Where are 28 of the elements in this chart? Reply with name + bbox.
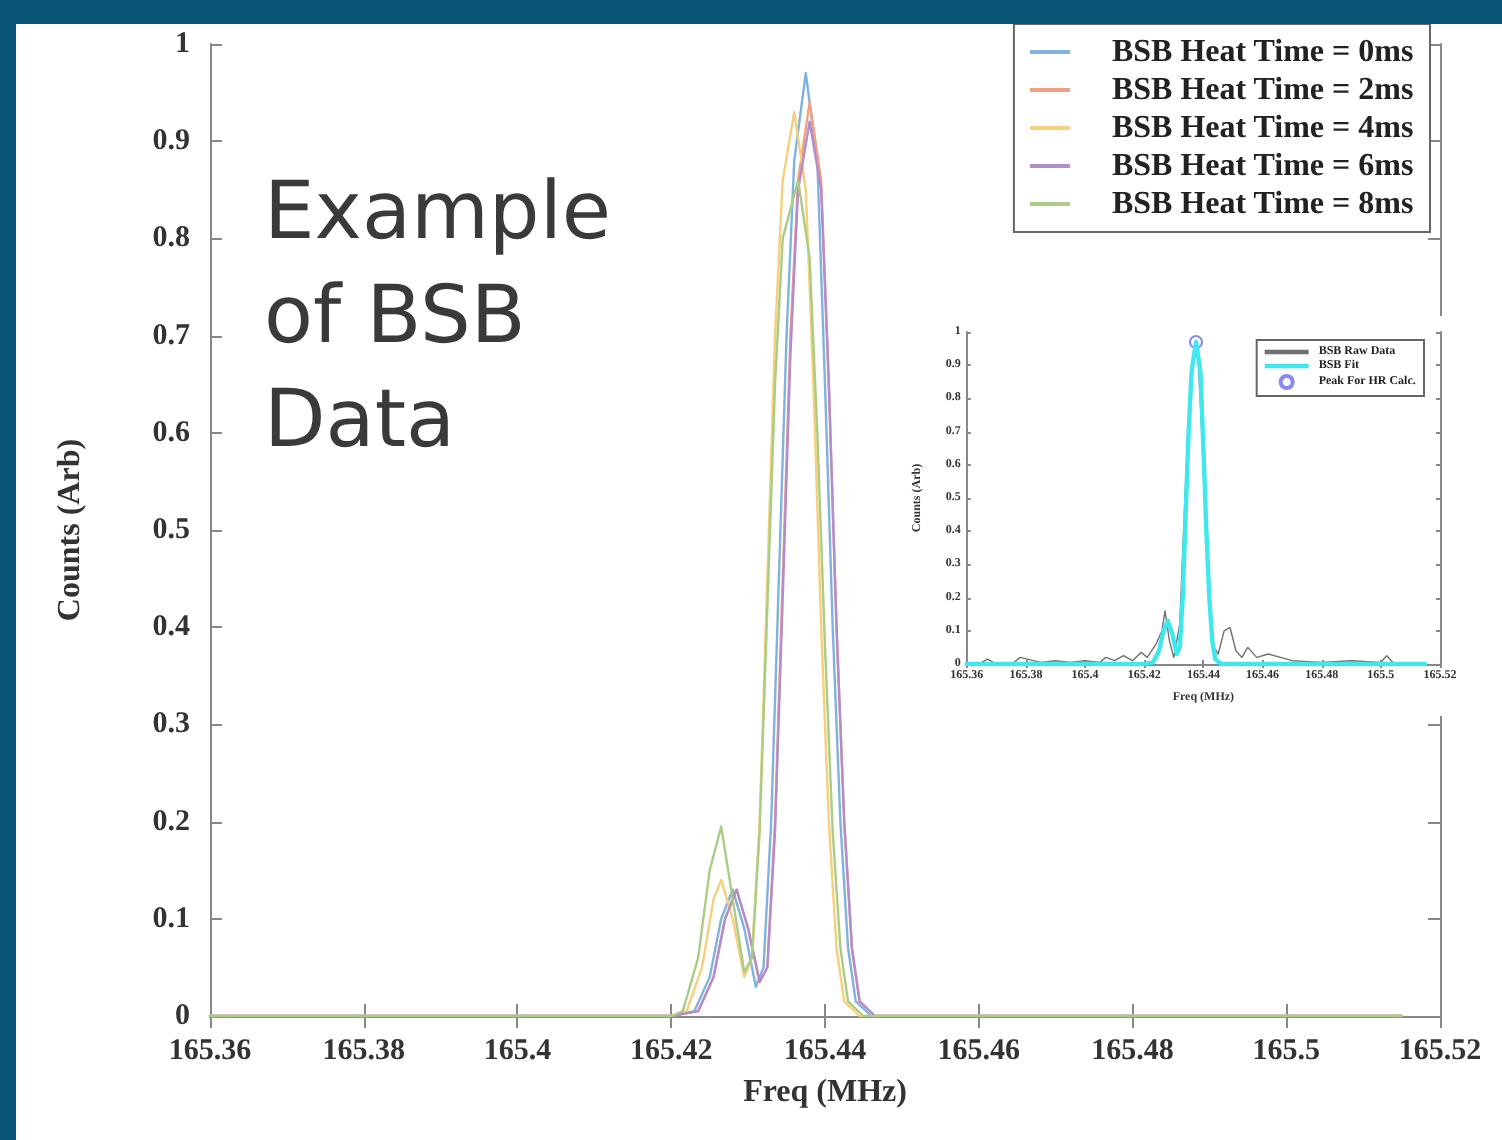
- y-tick-label: 0.3: [152, 708, 190, 741]
- legend-label: BSB Heat Time = 6ms: [1111, 149, 1414, 183]
- x-tick-label: 165.5: [1252, 1035, 1320, 1067]
- y-tick-label: 0.2: [152, 805, 190, 838]
- x-tick-label: 165.42: [630, 1035, 713, 1067]
- legend-label: BSB Heat Time = 0ms: [1111, 35, 1414, 69]
- y-tick-label: 0.8: [152, 222, 190, 255]
- annotation: Example of BSB Data: [264, 166, 637, 466]
- legend-label: BSB Heat Time = 4ms: [1111, 111, 1414, 145]
- y-tick-label: 1: [175, 28, 190, 60]
- x-tick-label: 165.48: [1091, 1035, 1174, 1067]
- x-axis-title: Freq (MHz): [743, 1075, 907, 1109]
- legend-label: BSB Heat Time = 2ms: [1111, 73, 1414, 107]
- y-tick-label: 0: [175, 1000, 190, 1032]
- y-tick-label: 0.1: [152, 902, 190, 935]
- legend-label: BSB Heat Time = 8ms: [1111, 187, 1414, 221]
- y-tick-label: 0.6: [152, 416, 191, 449]
- x-tick-label: 165.4: [483, 1035, 553, 1067]
- x-tick-label: 165.46: [937, 1035, 1021, 1067]
- x-tick-label: 165.38: [322, 1035, 405, 1067]
- x-tick-label: 165.52: [1398, 1035, 1482, 1067]
- y-tick-label: 0.7: [152, 319, 191, 352]
- x-tick-label: 165.44: [783, 1035, 868, 1067]
- y-tick-label: 0.4: [152, 611, 191, 644]
- y-tick-label: 0.9: [152, 125, 190, 158]
- y-axis-title: Counts (Arb): [53, 438, 87, 622]
- y-tick-label: 0.5: [152, 514, 190, 546]
- x-tick-label: 165.36: [168, 1035, 253, 1067]
